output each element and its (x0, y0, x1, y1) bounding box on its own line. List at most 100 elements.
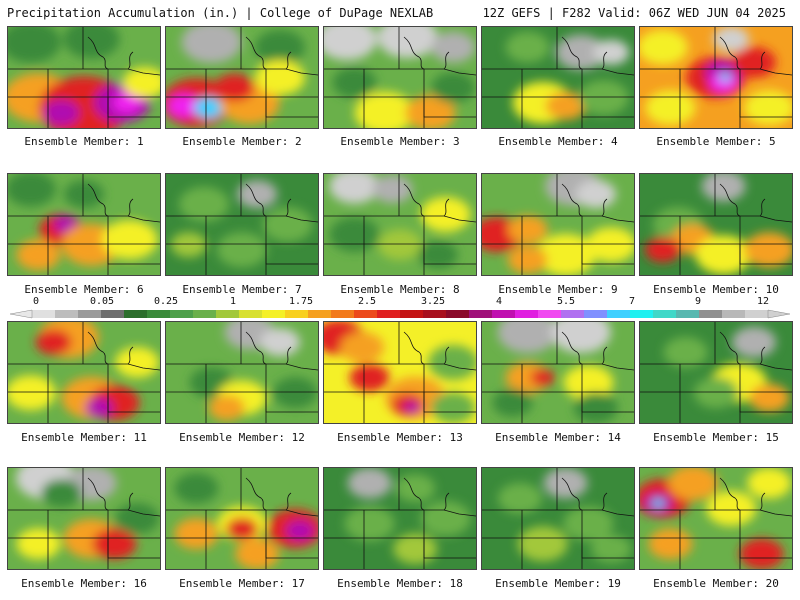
precip-blob (372, 175, 412, 203)
precip-blob (508, 216, 548, 244)
ensemble-map-panel (323, 173, 477, 276)
precip-map (640, 174, 792, 275)
precip-map (166, 468, 318, 569)
precip-blob (696, 235, 752, 274)
ensemble-member-label: Ensemble Member: 2 (162, 135, 322, 148)
precip-blob (586, 227, 634, 262)
ensemble-map-panel (323, 467, 477, 570)
colorbar-swatch (32, 310, 56, 318)
colorbar-tick-label: 0 (33, 296, 39, 307)
precip-blob (174, 518, 218, 549)
precip-blob (431, 392, 475, 423)
precip-blob (492, 389, 532, 417)
ensemble-member-label: Ensemble Member: 4 (478, 135, 638, 148)
run-info: 12Z GEFS | F282 Valid: 06Z WED JUN 04 20… (483, 6, 786, 20)
colorbar-swatch (446, 310, 470, 318)
precip-map (8, 27, 160, 128)
colorbar-swatch (400, 310, 424, 318)
precip-blob (664, 337, 708, 368)
colorbar-tick-label: 1.75 (289, 296, 313, 307)
colorbar-swatch (469, 310, 493, 318)
precip-blob (574, 392, 618, 423)
precip-blob (41, 479, 81, 507)
ensemble-member-label: Ensemble Member: 18 (320, 577, 480, 590)
precip-blob (591, 535, 631, 563)
precip-blob (348, 468, 392, 499)
precip-blob (713, 27, 749, 52)
colorbar-swatch (722, 310, 746, 318)
precip-blob (652, 499, 664, 507)
ensemble-map-panel (7, 173, 161, 276)
precip-map (640, 468, 792, 569)
precip-map (482, 468, 634, 569)
ensemble-member-label: Ensemble Member: 8 (320, 283, 480, 296)
ensemble-map-panel (165, 321, 319, 424)
colorbar-swatch (308, 310, 332, 318)
ensemble-map-panel (481, 173, 635, 276)
precip-blob (576, 180, 616, 208)
ensemble-map-panel (7, 467, 161, 570)
precip-blob (732, 327, 776, 358)
precip-map (8, 322, 160, 423)
precip-blob (217, 232, 267, 267)
precip-blob (209, 395, 245, 420)
precip-map (324, 322, 476, 423)
colorbar-swatch (538, 310, 562, 318)
colorbar-swatch (193, 310, 217, 318)
precip-blob (640, 30, 688, 65)
ensemble-map-panel (323, 321, 477, 424)
ensemble-member-label: Ensemble Member: 17 (162, 577, 322, 590)
precip-blob (235, 538, 279, 569)
colorbar-swatch (377, 310, 401, 318)
precip-map (8, 468, 160, 569)
ensemble-map-panel (7, 26, 161, 129)
precip-blob (286, 521, 314, 541)
precip-blob (179, 187, 229, 222)
ensemble-member-label: Ensemble Member: 10 (636, 283, 796, 296)
precip-blob (404, 402, 420, 413)
ensemble-map-panel (481, 26, 635, 129)
precip-blob (64, 180, 104, 208)
ensemble-member-label: Ensemble Member: 5 (636, 135, 796, 148)
precip-blob (8, 375, 56, 410)
colorbar-swatch (584, 310, 608, 318)
colorbar-swatch (561, 310, 585, 318)
precip-blob (226, 517, 258, 539)
colorbar-swatch (285, 310, 309, 318)
colorbar-left-arrow (10, 310, 32, 318)
colorbar-tick-label: 0.05 (90, 296, 114, 307)
colorbar-swatch (147, 310, 171, 318)
precip-map (482, 322, 634, 423)
precip-blob (747, 468, 791, 499)
colorbar-tick-label: 12 (757, 296, 769, 307)
precip-blob (579, 80, 629, 115)
ensemble-map-panel (165, 173, 319, 276)
precip-blob (43, 100, 79, 125)
precip-blob (645, 90, 695, 125)
precip-blob (194, 97, 224, 118)
precip-blob (340, 332, 384, 363)
precip-blob (498, 483, 542, 514)
precip-blob (395, 474, 435, 502)
colorbar-tick-labels: 0 0.05 0.25 1 1.75 2.5 3.25 4 5.5 7 9 12 (0, 296, 800, 308)
colorbar-swatch (515, 310, 539, 318)
ensemble-member-label: Ensemble Member: 9 (478, 283, 638, 296)
precip-map (640, 27, 792, 128)
ensemble-member-label: Ensemble Member: 15 (636, 431, 796, 444)
colorbar-tick-label: 0.25 (154, 296, 178, 307)
precip-blob (237, 180, 277, 208)
precip-blob (719, 73, 731, 81)
colorbar-tick-label: 2.5 (358, 296, 376, 307)
ensemble-member-label: Ensemble Member: 12 (162, 431, 322, 444)
precip-map (166, 322, 318, 423)
precip-blob (749, 384, 789, 412)
precip-blob (744, 90, 792, 125)
colorbar-swatch (216, 310, 240, 318)
colorbar-swatch (492, 310, 516, 318)
precip-blob (36, 330, 72, 355)
colorbar-swatch (239, 310, 263, 318)
precip-blob (378, 229, 422, 260)
ensemble-map-panel (165, 467, 319, 570)
colorbar-swatch (55, 310, 79, 318)
colorbar-swatch (423, 310, 447, 318)
